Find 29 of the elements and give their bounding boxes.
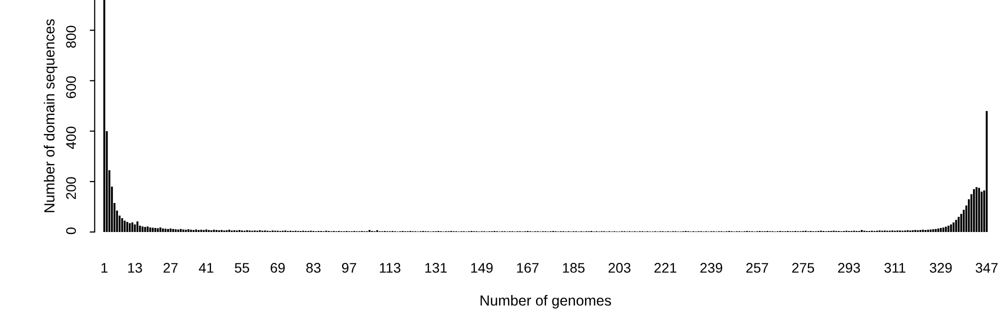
x-tick-label: 167 (517, 262, 539, 273)
x-tick-label: 275 (792, 262, 814, 273)
y-tick-label: 400 (66, 126, 76, 149)
x-tick-label: 97 (342, 262, 356, 273)
x-tick-label: 69 (270, 262, 285, 273)
x-tick-label: 83 (306, 262, 321, 273)
x-tick-label: 41 (198, 263, 214, 273)
y-tick-label: 200 (66, 177, 76, 200)
x-tick-label: 203 (608, 262, 630, 273)
y-tick-label: 0 (66, 228, 76, 234)
x-axis-title: Number of genomes (480, 294, 612, 309)
y-axis-title: Number of domain sequences (44, 19, 58, 212)
x-tick-label: 221 (654, 262, 676, 273)
x-tick-label: 329 (930, 262, 952, 273)
x-tick-label: 55 (234, 263, 250, 273)
x-tick-label: 347 (976, 262, 998, 273)
x-tick-label: 131 (425, 262, 447, 273)
x-tick-label: 113 (380, 262, 400, 273)
x-tick-label: 311 (884, 262, 906, 273)
x-tick-label: 27 (164, 262, 178, 273)
x-tick-label: 239 (700, 262, 722, 273)
x-tick-label: 149 (471, 262, 493, 273)
x-tick-label: 257 (746, 262, 768, 273)
x-tick-label: 185 (563, 262, 585, 273)
y-tick-label: 800 (66, 26, 76, 48)
x-tick-label: 293 (838, 262, 860, 273)
x-tick-label: 13 (128, 262, 142, 273)
x-tick-label: 1 (101, 263, 108, 273)
y-tick-label: 600 (66, 76, 76, 98)
